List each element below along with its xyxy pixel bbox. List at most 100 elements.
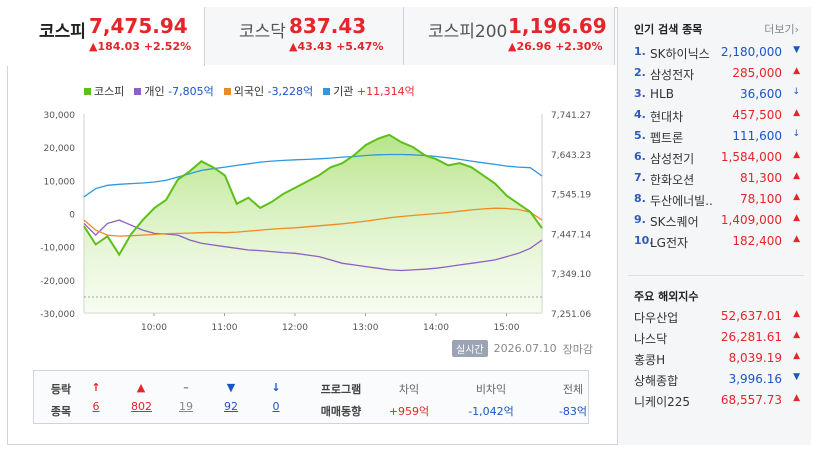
legend-institution[interactable]: 기관 +11,314억 (323, 83, 415, 99)
stock-name: SK하이닉스 (650, 47, 710, 61)
program-col-label: 전체 (562, 383, 584, 396)
breadth-label: 등락 종목 (46, 381, 76, 419)
program-col: 차익 +959억 (379, 381, 439, 419)
up-arrow-icon: ▲ (793, 393, 800, 403)
legend-kospi-label: 코스피 (94, 85, 125, 98)
up-arrow-icon: ▲ (793, 171, 800, 181)
tab-kosdaq[interactable]: 코스닥 837.43 ▲43.43 +5.47% (205, 7, 404, 65)
index-price: 8,039.19 (728, 351, 782, 365)
index-price: 52,637.01 (720, 309, 782, 323)
legend-foreign-value: -3,228억 (267, 85, 314, 98)
stock-price: 78,100 (740, 192, 782, 206)
popular-item[interactable]: 7. 한화오션 81,300 ▲ (634, 171, 804, 192)
tab-kospi200[interactable]: 코스피200 1,196.69 ▲26.96 +2.30% (404, 7, 615, 65)
date-label: 2026.07.10 (493, 342, 557, 355)
breadth-item[interactable]: ▲ 802 (131, 381, 152, 413)
stock-name: LG전자 (650, 236, 689, 250)
popular-item[interactable]: 9. SK스퀘어 1,409,000 ▲ (634, 213, 804, 234)
x-tick-label: 11:00 (212, 323, 238, 330)
up-arrow-icon: ▲ (793, 309, 800, 319)
popular-item[interactable]: 8. 두산에너빌.. 78,100 ▲ (634, 192, 804, 213)
popular-item[interactable]: 10. LG전자 182,400 ▲ (634, 234, 804, 255)
stock-name: 두산에너빌.. (650, 194, 713, 208)
popular-item[interactable]: 2. 삼성전자 285,000 ▲ (634, 66, 804, 87)
legend-institution-label: 기관 (333, 85, 354, 98)
y-left-tick-label: -10,000 (40, 244, 75, 254)
breadth-arrow-icon: ↑ (91, 381, 101, 394)
stock-price: 457,500 (732, 108, 782, 122)
program-col-label: 차익 (398, 383, 420, 396)
x-tick-label: 15:00 (494, 323, 520, 330)
breadth-item[interactable]: ↓ 0 (266, 381, 286, 413)
legend-individual[interactable]: 개인 -7,805억 (134, 83, 214, 99)
index-price: 26,281.61 (720, 330, 782, 344)
index-name: 홍콩H (634, 353, 666, 367)
more-link[interactable]: 더보기› (764, 21, 799, 37)
down-arrow-icon: ↓ (792, 87, 800, 97)
rank-number: 6. (634, 150, 646, 163)
breadth-item[interactable]: ▼ 92 (221, 381, 241, 413)
popular-item[interactable]: 1. SK하이닉스 2,180,000 ▼ (634, 45, 804, 66)
breadth-item[interactable]: ↑ 6 (86, 381, 106, 413)
program-col: 비차익 -1,042억 (461, 381, 521, 419)
y-right-tick-label: 7,643.23 (551, 151, 591, 161)
breadth-count[interactable]: 0 (272, 400, 280, 413)
program-col-value: -1,042억 (468, 405, 514, 418)
popular-item[interactable]: 4. 현대차 457,500 ▲ (634, 108, 804, 129)
x-tick-label: 14:00 (423, 323, 449, 330)
legend-institution-value: +11,314억 (356, 85, 415, 98)
y-right-tick-label: 7,349.10 (551, 270, 591, 280)
up-arrow-icon: ▲ (793, 66, 800, 76)
program-label: 프로그램 매매동향 (314, 381, 368, 419)
sidebar: 인기 검색 종목 더보기› 1. SK하이닉스 2,180,000 ▼ 2. 삼성전자 28… (617, 7, 811, 445)
tab-price: 7,475.94 (89, 14, 188, 38)
popular-item[interactable]: 3. HLB 36,600 ↓ (634, 87, 804, 108)
rank-number: 9. (634, 213, 646, 226)
stock-name: 삼성전기 (650, 152, 695, 166)
up-arrow-icon: ▲ (793, 150, 800, 160)
foreign-line (83, 207, 543, 237)
x-tick-label: 12:00 (282, 323, 308, 330)
popular-title: 인기 검색 종목 (634, 23, 703, 36)
breadth-count[interactable]: 92 (224, 400, 238, 413)
breadth-count[interactable]: 19 (179, 400, 193, 413)
rank-number: 8. (634, 192, 646, 205)
legend-foreign[interactable]: 외국인 -3,228억 (223, 83, 314, 99)
rank-number: 5. (634, 129, 646, 142)
divider (628, 275, 804, 276)
rank-number: 3. (634, 87, 646, 100)
index-name: 나스닥 (634, 332, 668, 346)
program-col: 전체 -83억 (543, 381, 603, 419)
kospi-swatch (84, 88, 91, 95)
legend-foreign-label: 외국인 (233, 85, 265, 98)
stock-name: 현대차 (650, 110, 684, 124)
tab-change: ▲26.96 +2.30% (508, 40, 603, 53)
breadth-arrow-icon: ↓ (271, 381, 281, 394)
up-arrow-icon: ▲ (793, 330, 800, 340)
stock-price: 182,400 (732, 234, 782, 248)
stock-name: SK스퀘어 (650, 215, 699, 229)
index-name: 니케이225 (634, 395, 691, 409)
tab-kospi[interactable]: 코스피 7,475.94 ▲184.03 +2.52% (7, 7, 205, 66)
program-col-value: +959억 (388, 405, 430, 418)
y-right-tick-label: 7,447.14 (551, 230, 591, 240)
institution-line (83, 153, 543, 198)
legend-kospi[interactable]: 코스피 (84, 83, 124, 99)
stock-name: HLB (650, 87, 674, 101)
stock-price: 1,584,000 (720, 150, 782, 164)
breadth-item[interactable]: – 19 (176, 381, 196, 413)
popular-item[interactable]: 6. 삼성전기 1,584,000 ▲ (634, 150, 804, 171)
tab-price: 837.43 (289, 14, 367, 38)
legend-individual-value: -7,805억 (168, 85, 214, 98)
y-left-tick-label: 30,000 (44, 111, 76, 121)
breadth-count[interactable]: 6 (92, 400, 100, 413)
tab-name: 코스닥 (239, 22, 286, 42)
realtime-badge[interactable]: 실시간 (452, 340, 488, 357)
breadth-count[interactable]: 802 (131, 400, 152, 413)
rank-number: 10. (634, 234, 654, 247)
tab-price: 1,196.69 (508, 14, 607, 38)
index-price: 68,557.73 (720, 393, 782, 407)
popular-item[interactable]: 5. 펩트론 111,600 ↓ (634, 129, 804, 150)
overseas-title: 주요 해외지수 (634, 290, 699, 303)
legend-individual-label: 개인 (144, 85, 165, 98)
